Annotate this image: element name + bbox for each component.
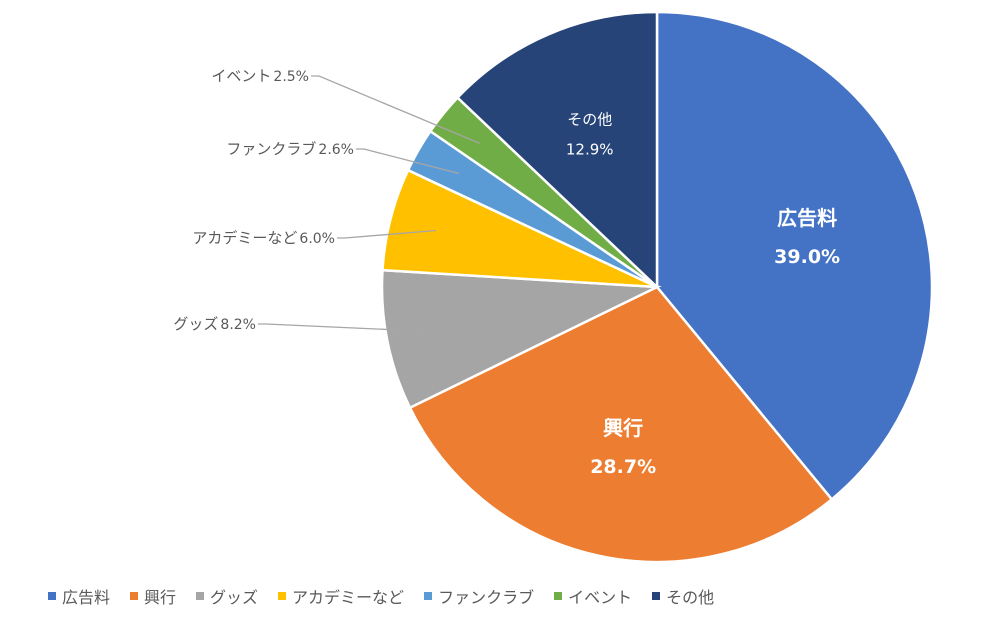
legend-swatch [554,592,563,600]
data-label-value: 28.7% [590,456,656,478]
data-label-category: その他 [567,110,612,128]
data-label-value: 12.9% [566,140,614,158]
legend-item: アカデミーなど [278,584,404,608]
legend-swatch [48,592,56,600]
legend-label: その他 [666,588,715,607]
legend-label: 広告料 [62,588,111,607]
legend-item: イベント [554,584,632,608]
pie-slice [380,268,662,410]
legend-swatch [130,592,139,600]
pie-slice [408,285,834,564]
legend-item: 広告料 [48,584,110,608]
legend-swatch [424,592,433,600]
leader-line [258,323,434,333]
pie-slice [655,10,934,502]
pie-slice [455,10,659,290]
data-label-category: イベント [211,67,271,85]
legend-item: グッズ [196,584,258,608]
data-label: アカデミーなど 6.0% [192,229,335,247]
data-label-category: アカデミーなど [192,229,297,247]
data-label-category: 広告料 [777,206,837,230]
data-label-value: 39.0% [774,246,840,268]
data-label-value: 2.6% [318,142,354,158]
data-label-category: グッズ [173,315,218,333]
data-label: ファンクラブ 2.6% [226,140,354,158]
legend-label: イベント [568,588,633,607]
data-label-category: 興行 [603,416,643,440]
legend-label: ファンクラブ [438,588,535,607]
data-label-value: 2.5% [273,69,309,85]
leader-line [311,75,480,144]
legend: 広告料 興行 グッズ アカデミーなど ファンクラブ イベント その他 [48,584,714,608]
legend-item: 興行 [130,584,176,608]
legend-swatch [278,592,287,600]
legend-label: アカデミーなど [292,588,405,607]
leader-line [356,148,460,175]
legend-swatch [196,592,205,600]
data-label-value: 6.0% [299,231,335,247]
legend-swatch [652,592,661,600]
legend-item: ファンクラブ [424,584,534,608]
data-label-category: ファンクラブ [226,140,316,158]
data-label: イベント 2.5% [211,67,309,85]
leader-line [337,229,436,239]
data-label-value: 8.2% [220,317,256,333]
legend-item: その他 [652,584,714,608]
data-label: グッズ 8.2% [173,315,256,333]
legend-label: 興行 [144,588,177,607]
legend-label: グッズ [210,588,259,607]
